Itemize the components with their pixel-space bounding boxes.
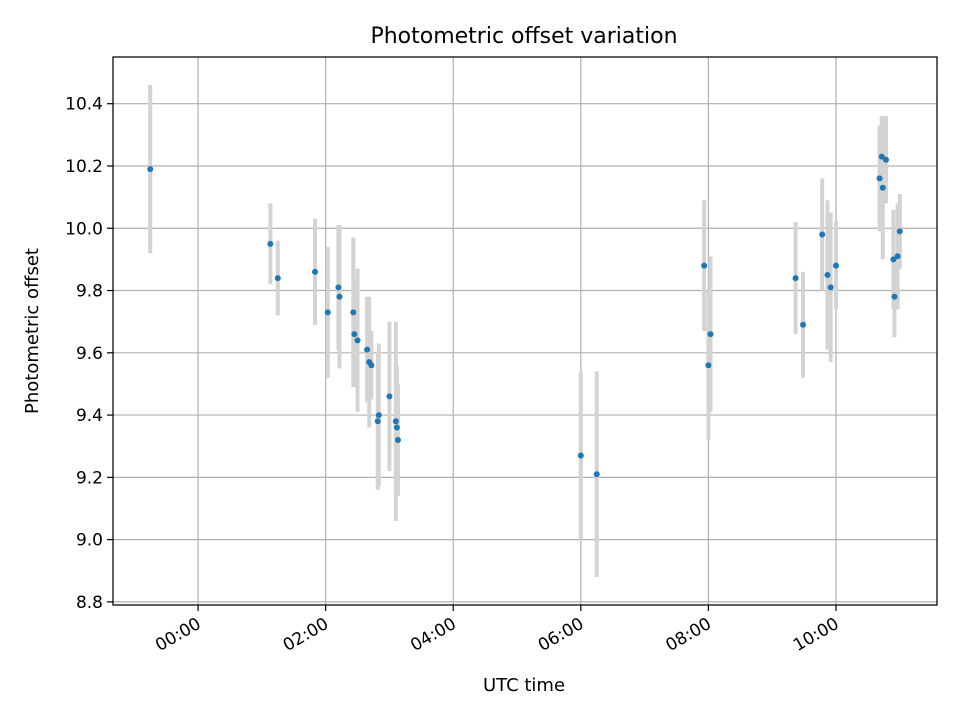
y-tick-label: 10.4 — [65, 95, 103, 115]
y-tick-label: 8.8 — [76, 593, 103, 613]
data-point — [819, 231, 826, 238]
data-point — [824, 271, 831, 278]
data-point — [394, 436, 401, 443]
data-point — [374, 418, 381, 425]
data-point — [368, 362, 375, 369]
data-point — [386, 393, 393, 400]
data-point — [577, 452, 584, 459]
data-point — [878, 153, 885, 160]
data-points — [147, 153, 903, 478]
data-point — [832, 262, 839, 269]
data-point — [705, 362, 712, 369]
y-axis-label: Photometric offset — [22, 248, 43, 414]
data-point — [800, 321, 807, 328]
data-point — [876, 175, 883, 182]
data-point — [392, 418, 399, 425]
data-point — [354, 337, 361, 344]
data-point — [882, 156, 889, 163]
chart-title: Photometric offset variation — [370, 24, 677, 49]
data-point — [827, 284, 834, 291]
data-point — [896, 228, 903, 235]
y-tick-label: 9.4 — [76, 406, 103, 426]
data-point — [890, 256, 897, 263]
data-point — [593, 471, 600, 478]
data-point — [364, 346, 371, 353]
data-point — [879, 184, 886, 191]
y-axis-ticks: 8.8 9.0 9.2 9.4 9.6 9.8 10.0 10.2 10.4 — [65, 95, 113, 613]
y-tick-label: 9.6 — [76, 344, 103, 364]
data-point — [351, 331, 358, 338]
y-tick-label: 9.2 — [76, 468, 103, 488]
data-point — [393, 424, 400, 431]
data-point — [336, 293, 343, 300]
y-tick-label: 10.2 — [65, 157, 103, 177]
y-tick-label: 10.0 — [65, 219, 103, 239]
data-point — [891, 293, 898, 300]
data-point — [324, 309, 331, 316]
y-tick-label: 9.8 — [76, 282, 103, 302]
data-point — [894, 253, 901, 260]
data-point — [701, 262, 708, 269]
data-point — [267, 240, 274, 247]
data-point — [707, 331, 714, 338]
data-point — [274, 275, 281, 282]
data-point — [350, 309, 357, 316]
data-point — [335, 284, 342, 291]
data-point — [375, 412, 382, 419]
data-point — [792, 275, 799, 282]
data-point — [147, 166, 154, 173]
y-tick-label: 9.0 — [76, 531, 103, 551]
plot-area-frame — [112, 56, 938, 606]
data-point — [312, 268, 319, 275]
x-axis-label: UTC time — [483, 675, 565, 696]
